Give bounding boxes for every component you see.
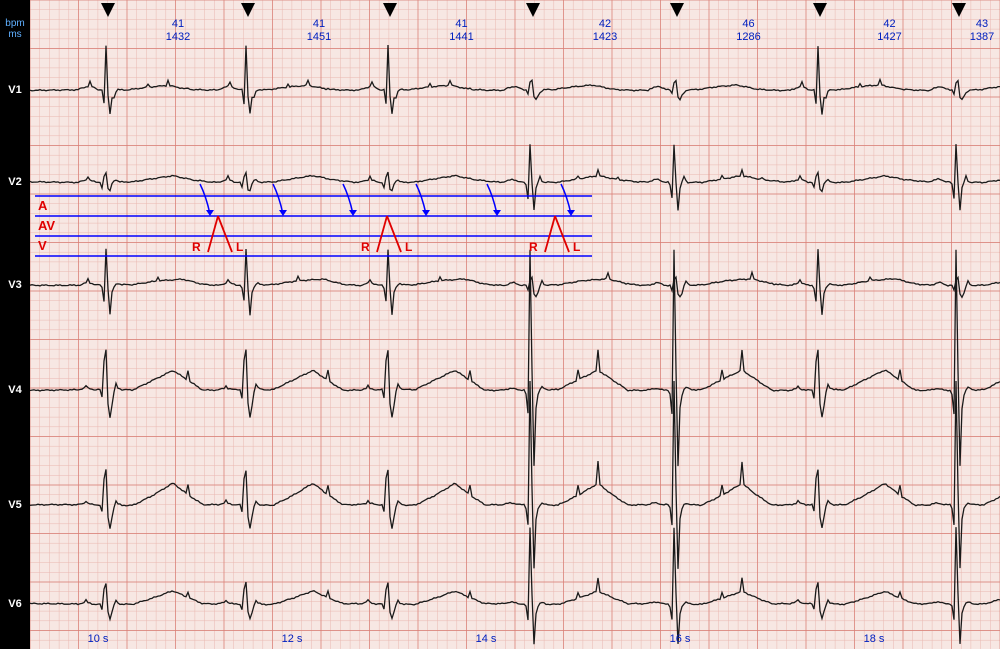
lead-label-V2: V2 [0,176,30,188]
beat-interval-label: 411441 [449,18,473,44]
beat-interval-label: 411451 [307,18,331,44]
beat-interval-label: 421423 [593,18,617,44]
beat-interval-label: 421427 [877,18,901,44]
ladder-R: R [192,240,201,254]
ladder-L: L [573,240,580,254]
time-tick: 18 s [864,633,885,645]
ladder-L: L [405,240,412,254]
time-tick: 10 s [88,633,109,645]
ladder-row-A: A [38,198,47,213]
lead-label-V1: V1 [0,84,30,96]
lead-label-V4: V4 [0,384,30,396]
ladder-L: L [236,240,243,254]
ecg-plot: 411432 411451 411441 421423 461286 421427 4313… [30,0,1000,649]
ecg-viewer: bpm ms V1 V2 V3 V4 V5 V6 411432 411451 411441 42… [0,0,1000,649]
beat-interval-label: 431387 [970,18,994,44]
time-tick: 16 s [670,633,691,645]
lead-label-V3: V3 [0,279,30,291]
beat-interval-label: 461286 [736,18,760,44]
lead-sidebar: bpm ms V1 V2 V3 V4 V5 V6 [0,0,30,649]
ladder-row-AV: AV [38,218,55,233]
ladder-R: R [529,240,538,254]
ladder-row-V: V [38,238,47,253]
beat-interval-label: 411432 [166,18,190,44]
lead-label-V5: V5 [0,499,30,511]
lead-label-V6: V6 [0,598,30,610]
ladder-R: R [361,240,370,254]
unit-bpm: bpm ms [0,18,30,40]
time-tick: 12 s [282,633,303,645]
time-tick: 14 s [476,633,497,645]
ecg-svg [30,0,1000,649]
